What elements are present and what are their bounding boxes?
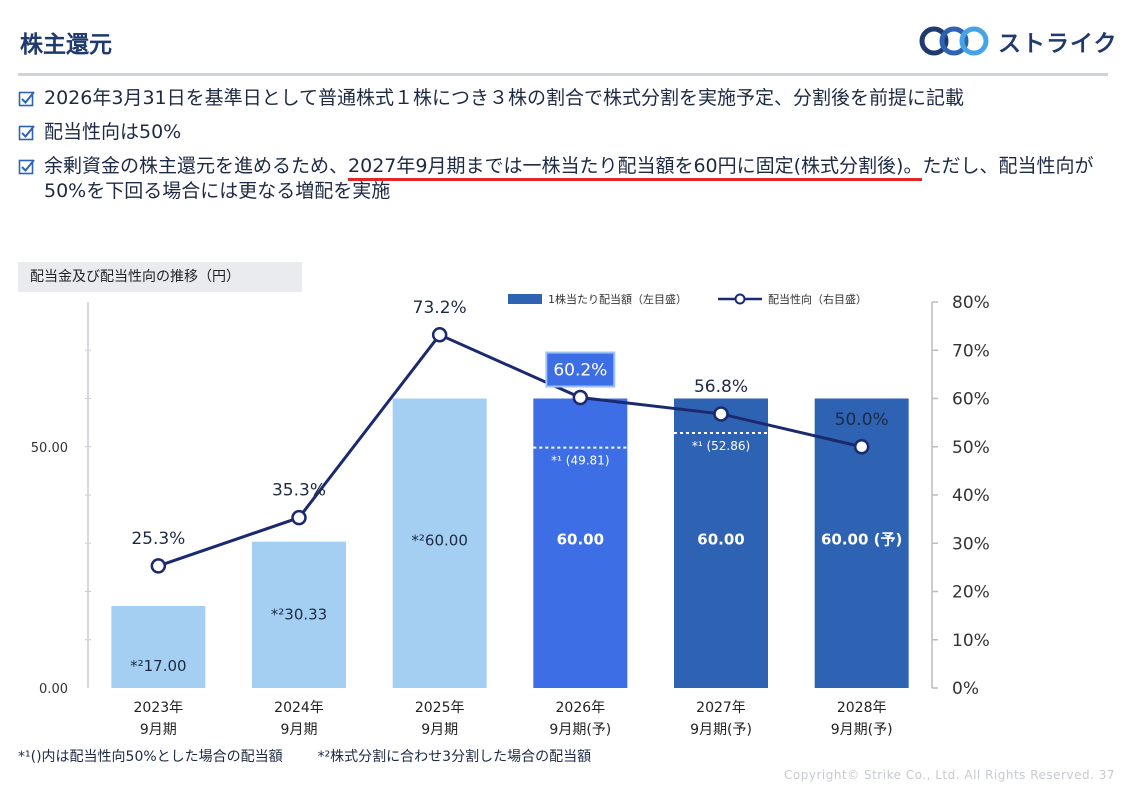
bar-value-label: 60.00 bbox=[557, 531, 604, 549]
x-tick-label: 2024年 bbox=[274, 700, 324, 716]
y-right-tick-label: 70% bbox=[952, 341, 990, 361]
title-divider bbox=[18, 73, 1108, 76]
payout-ratio-label: 73.2% bbox=[413, 298, 467, 318]
dividend-chart: 0.00 50.00 0% 10% 20% 30% 40% 50% 60% 70% 80% *²17.… bbox=[31, 292, 990, 738]
page-title: 株主還元 bbox=[20, 32, 112, 58]
bar bbox=[392, 398, 487, 688]
footnote-1: *¹()内は配当性向50%とした場合の配当額 bbox=[18, 749, 283, 765]
bar bbox=[111, 605, 206, 688]
strike-logo-icon bbox=[919, 26, 989, 56]
y-right-tick-label: 10% bbox=[952, 631, 990, 651]
payout-ratio-point bbox=[150, 558, 167, 574]
payout-ratio-label: 50.0% bbox=[835, 410, 889, 430]
legend-bar-swatch bbox=[508, 294, 542, 304]
bar-value-label: 60.00 (予) bbox=[821, 531, 902, 549]
company-logo: ストライク bbox=[918, 24, 1118, 58]
y-right-tick-label: 60% bbox=[952, 390, 990, 410]
payout-ratio-point bbox=[713, 406, 729, 422]
bar-value-label: *²60.00 bbox=[411, 532, 467, 550]
payout-ratio-point bbox=[431, 327, 448, 343]
footnote-2: *²株式分割に合わせ3分割した場合の配当額 bbox=[317, 749, 592, 765]
y-right-tick-label: 40% bbox=[952, 486, 990, 506]
y-left-tick-label: 50.00 bbox=[31, 441, 68, 456]
x-tick-label: 9月期(予) bbox=[549, 722, 611, 738]
x-tick-label: 9月期(予) bbox=[831, 722, 893, 738]
bullet-item: 余剰資金の株主還元を進めるため、2027年9月期までは一株当たり配当額を60円に… bbox=[18, 154, 1118, 204]
bullet-text-continued: ただし、配当性向が50%を下回る場合には更なる増配を実施 bbox=[44, 155, 1094, 202]
reference-label: *¹ (52.86) bbox=[692, 439, 750, 453]
payout-ratio-line bbox=[157, 332, 863, 568]
y-right-tick-label: 50% bbox=[952, 438, 990, 458]
payout-ratio-label: 60.2% bbox=[553, 361, 607, 381]
y-right-tick-label: 0% bbox=[952, 679, 979, 699]
y-left-tick-label: 0.00 bbox=[39, 682, 68, 697]
x-tick-label: 2028年 bbox=[837, 700, 887, 716]
payout-label-highlight bbox=[545, 351, 616, 388]
bullet-list: 2026年3月31日を基準日として普通株式１株につき３株の割合で株式分割を実施予… bbox=[18, 86, 1118, 213]
checkbox-icon bbox=[18, 159, 35, 175]
bar bbox=[674, 398, 768, 688]
payout-ratio-point bbox=[291, 509, 307, 526]
chart-section-label: 配当金及び配当性向の推移（円） bbox=[18, 262, 302, 292]
payout-ratio-point bbox=[853, 439, 870, 455]
payout-ratio-point bbox=[572, 389, 589, 406]
x-tick-label: 2026年 bbox=[556, 700, 606, 716]
checkbox-icon bbox=[18, 125, 35, 141]
underlined-policy-text: 2027年9月期までは一株当たり配当額を60円に固定(株式分割後)。 bbox=[348, 155, 923, 181]
x-tick-label: 2023年 bbox=[134, 700, 184, 716]
x-tick-label: 9月期 bbox=[421, 722, 458, 738]
payout-ratio-label: 25.3% bbox=[131, 529, 185, 549]
logo-text: ストライク bbox=[998, 31, 1118, 57]
bullet-item: 配当性向は50% bbox=[18, 120, 1118, 145]
reference-label: *¹ (49.81) bbox=[551, 454, 609, 468]
x-tick-label: 9月期 bbox=[140, 722, 177, 738]
bar-value-label: *²30.33 bbox=[271, 606, 327, 624]
payout-ratio-label: 35.3% bbox=[272, 481, 326, 501]
x-tick-label: 9月期(予) bbox=[690, 722, 752, 738]
legend-line-label: 配当性向（右目盛） bbox=[768, 292, 867, 306]
bar-value-label: 60.00 bbox=[697, 531, 744, 549]
bullet-text: 2026年3月31日を基準日として普通株式１株につき３株の割合で株式分割を実施予… bbox=[44, 87, 965, 109]
y-right-tick-label: 80% bbox=[952, 293, 990, 313]
payout-ratio-label: 56.8% bbox=[694, 377, 748, 397]
legend-bar-label: 1株当たり配当額（左目盛） bbox=[548, 292, 687, 306]
x-tick-label: 2027年 bbox=[696, 700, 746, 716]
bar-value-label: *²17.00 bbox=[130, 657, 186, 675]
y-right-tick-label: 30% bbox=[952, 534, 990, 554]
bar bbox=[252, 541, 346, 688]
footnote: *¹()内は配当性向50%とした場合の配当額 *²株式分割に合わせ3分割した場合… bbox=[18, 746, 591, 766]
legend-line-marker bbox=[734, 293, 746, 305]
y-right-tick-label: 20% bbox=[952, 583, 990, 603]
copyright-text: Copyright© Strike Co., Ltd. All Rights R… bbox=[784, 768, 1115, 782]
x-tick-label: 9月期 bbox=[281, 722, 318, 738]
checkbox-icon bbox=[18, 91, 35, 107]
bullet-item: 2026年3月31日を基準日として普通株式１株につき３株の割合で株式分割を実施予… bbox=[18, 86, 1118, 111]
bullet-text: 配当性向は50% bbox=[44, 121, 182, 143]
x-tick-label: 2025年 bbox=[415, 700, 465, 716]
bullet-text: 余剰資金の株主還元を進めるため、 bbox=[44, 155, 349, 177]
